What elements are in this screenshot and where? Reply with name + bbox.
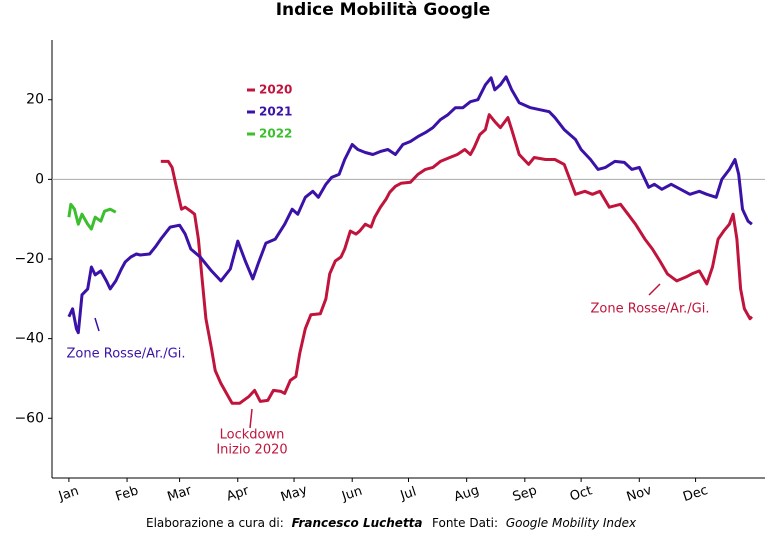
annotation-pointer bbox=[94, 317, 100, 332]
x-tick-label: Mar bbox=[166, 483, 195, 505]
x-tick-label: Nov bbox=[625, 483, 654, 505]
x-tick-label: Apr bbox=[225, 483, 252, 504]
chart-title: Indice Mobilità Google bbox=[276, 0, 491, 20]
source-name: Google Mobility Index bbox=[506, 516, 637, 530]
annotation: Zone Rosse/Ar./Gi. bbox=[67, 347, 186, 362]
series-line bbox=[160, 113, 753, 405]
y-tick-label: 20 bbox=[26, 92, 44, 108]
x-tick-label: Feb bbox=[114, 483, 141, 504]
y-tick-label: 0 bbox=[35, 171, 44, 187]
series-line bbox=[67, 202, 117, 231]
x-tick-label: Dec bbox=[681, 483, 710, 505]
y-tick-label: −20 bbox=[14, 251, 44, 267]
y-tick-label: −40 bbox=[14, 331, 44, 347]
series-line bbox=[67, 75, 753, 335]
y-tick-label: −60 bbox=[14, 410, 44, 426]
credit-label: Elaborazione a cura di: bbox=[146, 516, 284, 530]
credit-name: Francesco Luchetta bbox=[292, 516, 423, 530]
x-tick-label: Oct bbox=[568, 483, 594, 504]
x-tick-label: Jun bbox=[339, 484, 364, 505]
legend-label: 2020 bbox=[259, 83, 292, 97]
source-label: Fonte Dati: bbox=[432, 516, 498, 530]
annotation-pointer bbox=[249, 408, 253, 429]
annotation: Inizio 2020 bbox=[216, 443, 287, 458]
annotation: Zone Rosse/Ar./Gi. bbox=[591, 302, 710, 317]
x-tick-label: May bbox=[279, 483, 309, 506]
footer: Elaborazione a cura di: Francesco Luchet… bbox=[146, 516, 637, 530]
x-tick-label: Jul bbox=[398, 484, 419, 503]
legend-label: 2021 bbox=[259, 105, 292, 119]
legend-label: 2022 bbox=[259, 127, 292, 141]
x-tick-label: Sep bbox=[511, 483, 539, 505]
annotation: Lockdown bbox=[220, 428, 285, 443]
x-tick-label: Aug bbox=[452, 483, 481, 505]
annotation-pointer bbox=[648, 283, 661, 296]
x-tick-label: Jan bbox=[56, 484, 81, 505]
